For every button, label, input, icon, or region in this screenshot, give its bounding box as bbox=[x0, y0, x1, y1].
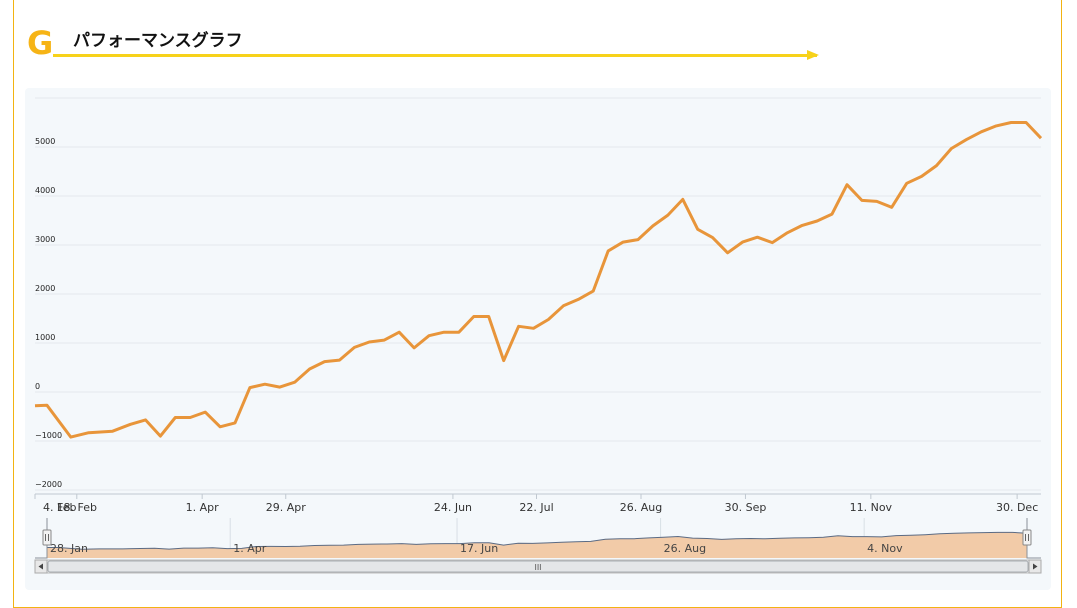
y-tick-label: 3000 bbox=[35, 235, 55, 244]
y-tick-label: 2000 bbox=[35, 284, 55, 293]
navigator-left-handle[interactable] bbox=[43, 530, 51, 545]
title-underline-arrow bbox=[53, 54, 817, 57]
navigator-right-handle[interactable] bbox=[1023, 530, 1031, 545]
x-tick-label: 26. Aug bbox=[620, 501, 662, 514]
page-title: パフォーマンスグラフ bbox=[73, 26, 243, 51]
navigator-label: 17. Jun bbox=[460, 542, 498, 555]
y-tick-label: 5000 bbox=[35, 137, 55, 146]
x-tick-label: 29. Apr bbox=[266, 501, 306, 514]
x-tick-label: 22. Jul bbox=[519, 501, 553, 514]
grid-lines bbox=[35, 98, 1041, 490]
x-tick-label: 30. Sep bbox=[725, 501, 767, 514]
y-tick-label: 1000 bbox=[35, 333, 55, 342]
y-tick-label: 4000 bbox=[35, 186, 55, 195]
y-tick-label: −2000 bbox=[35, 480, 62, 489]
arrow-head-icon bbox=[807, 50, 819, 60]
x-tick-label: 1. Apr bbox=[186, 501, 219, 514]
navigator-label: 4. Nov bbox=[867, 542, 903, 555]
navigator-label: 1. Apr bbox=[233, 542, 266, 555]
x-tick-label: 18. Feb bbox=[57, 501, 97, 514]
y-axis-labels: −2000 −1000 0 1000 2000 3000 4000 5000 bbox=[35, 137, 62, 489]
navigator-label: 26. Aug bbox=[664, 542, 706, 555]
scrollbar-grip-icon: III bbox=[534, 563, 541, 572]
navigator-label: 28. Jan bbox=[50, 542, 88, 555]
x-tick-label: 24. Jun bbox=[434, 501, 472, 514]
y-tick-label: 0 bbox=[35, 382, 40, 391]
x-tick-label: 30. Dec bbox=[996, 501, 1038, 514]
series-line[interactable] bbox=[35, 123, 1041, 438]
x-tick-label: 11. Nov bbox=[850, 501, 893, 514]
section-header: G パフォーマンスグラフ bbox=[27, 26, 827, 66]
series-group bbox=[35, 122, 1041, 437]
y-tick-label: −1000 bbox=[35, 431, 62, 440]
